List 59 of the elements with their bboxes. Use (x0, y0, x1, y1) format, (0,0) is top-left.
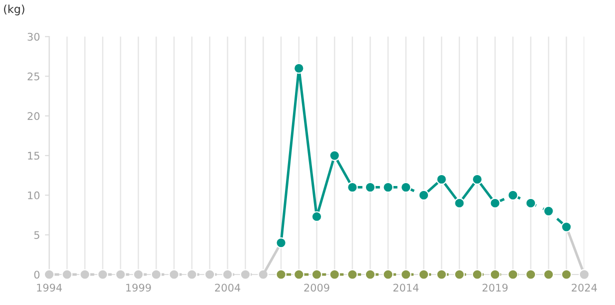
point (525, 269, 536, 280)
point (454, 269, 465, 280)
point (276, 237, 286, 248)
point (329, 150, 340, 161)
point (329, 269, 340, 280)
point (222, 269, 233, 280)
point (436, 174, 447, 185)
y-tick-label: 30 (28, 32, 40, 41)
x-tick-label: 2024 (572, 284, 597, 292)
point (293, 269, 304, 280)
x-tick-label: 1999 (126, 284, 151, 292)
point (311, 269, 322, 280)
point (293, 62, 304, 74)
y-tick-label: 10 (28, 191, 40, 200)
point (346, 269, 358, 280)
x-tick-label: 2014 (393, 284, 419, 292)
point (454, 198, 465, 209)
point (436, 269, 447, 280)
point (240, 269, 251, 280)
point (382, 269, 394, 280)
point (472, 269, 483, 280)
point (132, 269, 144, 280)
y-tick-label: 0 (34, 270, 40, 279)
point (62, 269, 72, 280)
y-tick-label: 15 (28, 152, 40, 160)
point (525, 198, 536, 209)
point (543, 206, 554, 216)
point (364, 182, 376, 193)
point (543, 269, 554, 280)
point (79, 269, 90, 280)
point (578, 269, 590, 280)
point (382, 182, 394, 193)
x-tick-label: 2004 (215, 284, 240, 292)
point (97, 269, 108, 280)
point (364, 269, 376, 280)
y-axis-title: (kg) (4, 4, 24, 16)
point (186, 269, 198, 280)
x-tick-label: 1994 (37, 284, 62, 292)
point (115, 269, 126, 280)
point (418, 269, 430, 280)
point (507, 190, 518, 201)
x-tick-label: 2009 (304, 284, 330, 292)
point (561, 222, 572, 232)
point (400, 269, 412, 280)
point (400, 182, 412, 193)
point (472, 174, 483, 185)
point (168, 269, 180, 280)
point (150, 269, 162, 280)
y-tick-label: 25 (28, 72, 40, 80)
y-tick-label: 20 (28, 112, 40, 120)
point (561, 269, 572, 280)
point (276, 269, 286, 280)
y-tick-label: 5 (34, 231, 40, 239)
x-tick-label: 2019 (482, 284, 508, 292)
point (44, 269, 55, 280)
point (204, 269, 216, 280)
point (490, 269, 500, 280)
point (507, 269, 518, 280)
point (311, 211, 322, 222)
